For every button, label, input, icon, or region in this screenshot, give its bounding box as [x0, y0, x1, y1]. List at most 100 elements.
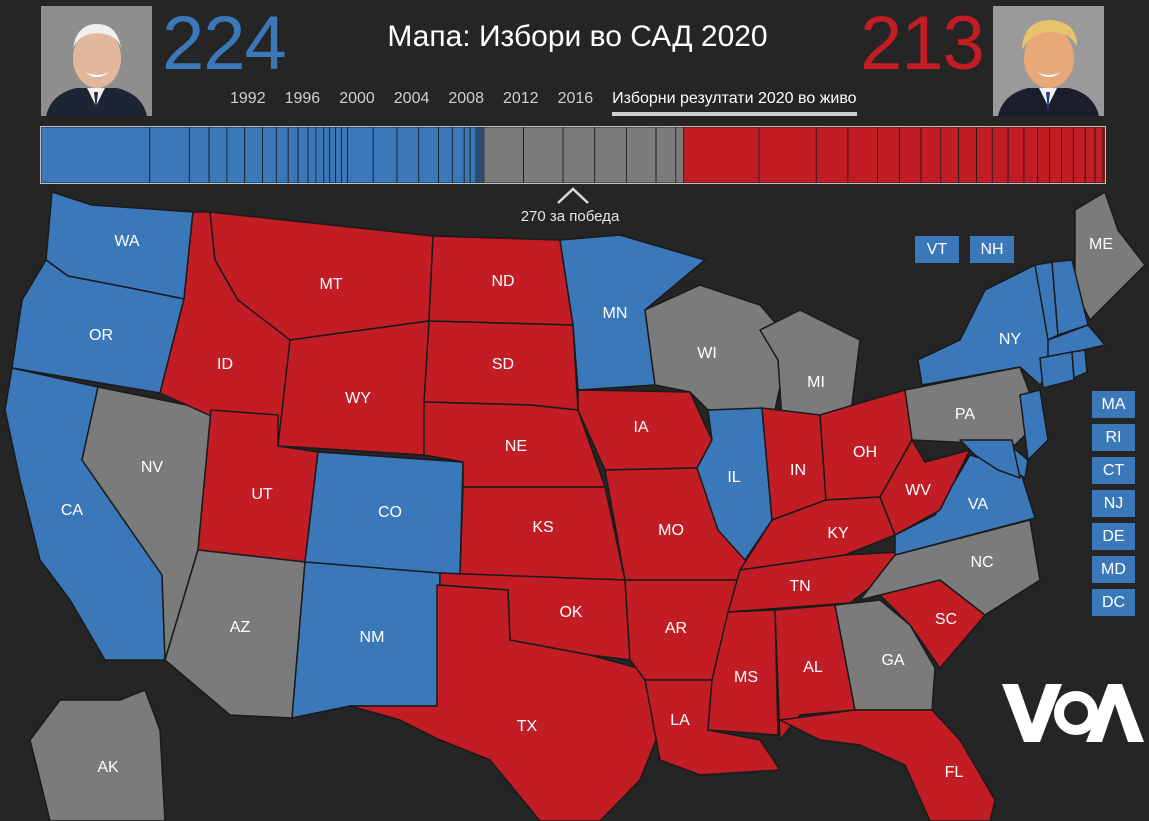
ev-segment-rep-11	[1007, 127, 1025, 183]
year-2020-live[interactable]: Изборни резултати 2020 во живо	[612, 90, 857, 116]
year-2016[interactable]: 2016	[557, 90, 594, 107]
state-CT[interactable]	[1039, 351, 1075, 389]
state-label-KY: KY	[827, 525, 849, 542]
rep-candidate-portrait	[993, 6, 1104, 116]
win-threshold-marker-icon	[557, 187, 589, 204]
ev-segment-dem-12	[323, 127, 331, 183]
ev-segment-dem-0	[41, 127, 151, 183]
state-label-AR: AR	[665, 620, 687, 637]
state-AL[interactable]	[774, 604, 856, 741]
state-WY[interactable]	[277, 320, 430, 456]
ev-segment-dem-6	[262, 127, 277, 183]
state-ME[interactable]	[1074, 191, 1146, 321]
ev-segment-rep-17	[1084, 127, 1096, 183]
ev-segment-dem-15	[341, 127, 348, 183]
page-title: Мапа: Избори во САД 2020	[387, 20, 768, 53]
small-state-NJ[interactable]: NJ	[1092, 490, 1135, 517]
ev-segment-dem-11	[315, 127, 325, 183]
ev-segment-tossup-0	[483, 127, 524, 183]
state-label-ME: ME	[1089, 236, 1113, 253]
year-2008[interactable]: 2008	[448, 90, 484, 107]
ev-segment-tossup-2	[562, 127, 596, 183]
ev-segment-rep-1	[758, 127, 817, 183]
ev-segment-dem-22	[463, 127, 471, 183]
win-threshold-label: 270 за победа	[520, 208, 620, 225]
state-TX[interactable]	[349, 584, 661, 821]
state-label-NC: NC	[970, 554, 993, 571]
state-label-MT: MT	[319, 276, 342, 293]
state-MS[interactable]	[707, 609, 779, 736]
small-state-NH[interactable]: NH	[970, 236, 1014, 263]
ev-segment-rep-14	[1049, 127, 1062, 183]
ev-segment-rep-16	[1072, 127, 1086, 183]
state-label-IN: IN	[790, 462, 806, 479]
year-2000[interactable]: 2000	[339, 90, 375, 107]
year-1996[interactable]: 1996	[284, 90, 321, 107]
ev-segment-dem-2	[188, 127, 210, 183]
ev-segment-rep-0	[683, 127, 760, 183]
small-state-DE[interactable]: DE	[1092, 523, 1135, 550]
ev-segment-dem-20	[438, 127, 453, 183]
ev-segment-rep-5	[898, 127, 922, 183]
dem-candidate-portrait	[41, 6, 152, 116]
state-label-NV: NV	[141, 459, 164, 476]
ev-segment-rep-3	[847, 127, 878, 183]
small-state-MD[interactable]: MD	[1092, 556, 1135, 583]
ev-segment-dem-5	[244, 127, 263, 183]
year-2004[interactable]: 2004	[393, 90, 430, 107]
ev-segment-rep-19	[1102, 127, 1105, 183]
ev-segment-tossup-6	[675, 127, 685, 183]
small-state-RI[interactable]: RI	[1092, 424, 1135, 451]
state-label-TN: TN	[789, 578, 810, 595]
ev-segment-dem-8	[287, 127, 299, 183]
state-label-WY: WY	[345, 390, 371, 407]
ev-segment-dem-16	[347, 127, 374, 183]
ev-segment-rep-2	[815, 127, 849, 183]
state-label-SD: SD	[492, 356, 514, 373]
state-label-IA: IA	[633, 419, 648, 436]
year-selector: 1992 1996 2000 2004 2008 2012 2016 Избор…	[230, 90, 857, 116]
state-label-WA: WA	[114, 233, 140, 250]
ev-segment-dem-13	[329, 127, 337, 183]
state-NJ[interactable]	[1019, 389, 1049, 461]
state-label-FL: FL	[945, 764, 964, 781]
state-label-MN: MN	[603, 305, 628, 322]
state-MD[interactable]	[959, 439, 1021, 479]
state-label-OK: OK	[559, 604, 582, 621]
state-label-MS: MS	[734, 669, 758, 686]
state-label-SC: SC	[935, 611, 957, 628]
state-label-MI: MI	[807, 374, 825, 391]
state-label-OR: OR	[89, 327, 113, 344]
state-AK[interactable]	[29, 689, 166, 821]
year-2012[interactable]: 2012	[502, 90, 539, 107]
ev-segment-rep-8	[958, 127, 977, 183]
small-state-VT[interactable]: VT	[915, 236, 959, 263]
ev-segment-tossup-1	[523, 127, 564, 183]
state-label-NE: NE	[505, 438, 527, 455]
state-AZ[interactable]	[164, 549, 306, 719]
year-1992[interactable]: 1992	[230, 90, 266, 107]
state-FL[interactable]	[779, 709, 996, 821]
ev-segment-rep-7	[940, 127, 960, 183]
ev-segment-dem-4	[226, 127, 246, 183]
state-label-VA: VA	[968, 496, 988, 513]
state-label-GA: GA	[881, 652, 904, 669]
ev-segment-dem-3	[208, 127, 228, 183]
ev-segment-dem-23	[469, 127, 477, 183]
ev-segment-dem-18	[396, 127, 420, 183]
ev-segment-rep-9	[976, 127, 993, 183]
state-label-CO: CO	[378, 504, 402, 521]
state-label-IL: IL	[727, 469, 740, 486]
state-MA[interactable]	[1047, 324, 1106, 359]
ev-segment-dem-10	[307, 127, 317, 183]
ev-segment-rep-6	[920, 127, 942, 183]
state-label-AK: AK	[97, 759, 119, 776]
small-state-DC[interactable]: DC	[1092, 589, 1135, 616]
state-RI[interactable]	[1071, 349, 1088, 379]
state-label-NY: NY	[999, 331, 1022, 348]
state-label-LA: LA	[670, 712, 690, 729]
ev-segment-rep-10	[991, 127, 1009, 183]
ev-segment-rep-18	[1094, 127, 1104, 183]
small-state-CT[interactable]: CT	[1092, 457, 1135, 484]
small-state-MA[interactable]: MA	[1092, 391, 1135, 418]
